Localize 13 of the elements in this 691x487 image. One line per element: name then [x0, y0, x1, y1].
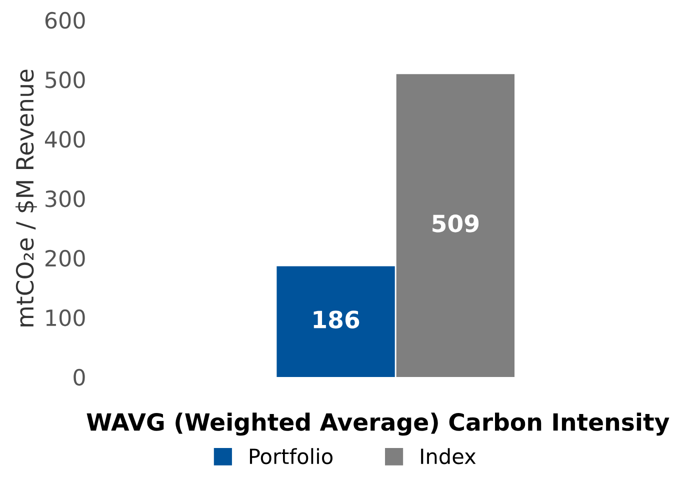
y-tick-label: 200 — [46, 250, 85, 267]
legend-label: Index — [421, 448, 476, 464]
data-label: 186 — [314, 310, 360, 328]
y-axis-title: mtCO₂e / $M Revenue — [15, 70, 37, 326]
data-label: 509 — [432, 214, 479, 232]
y-tick-label: 500 — [46, 71, 85, 88]
y-tick-label: 0 — [74, 368, 85, 386]
legend-label: Portfolio — [250, 448, 332, 464]
x-axis-title: WAVG (Weighted Average) Carbon Intensity — [86, 412, 670, 436]
y-tick-label: 400 — [44, 130, 85, 148]
y-tick-label: 100 — [46, 309, 85, 326]
y-tick-label: 300 — [46, 190, 85, 208]
y-tick-label: 600 — [45, 12, 85, 29]
